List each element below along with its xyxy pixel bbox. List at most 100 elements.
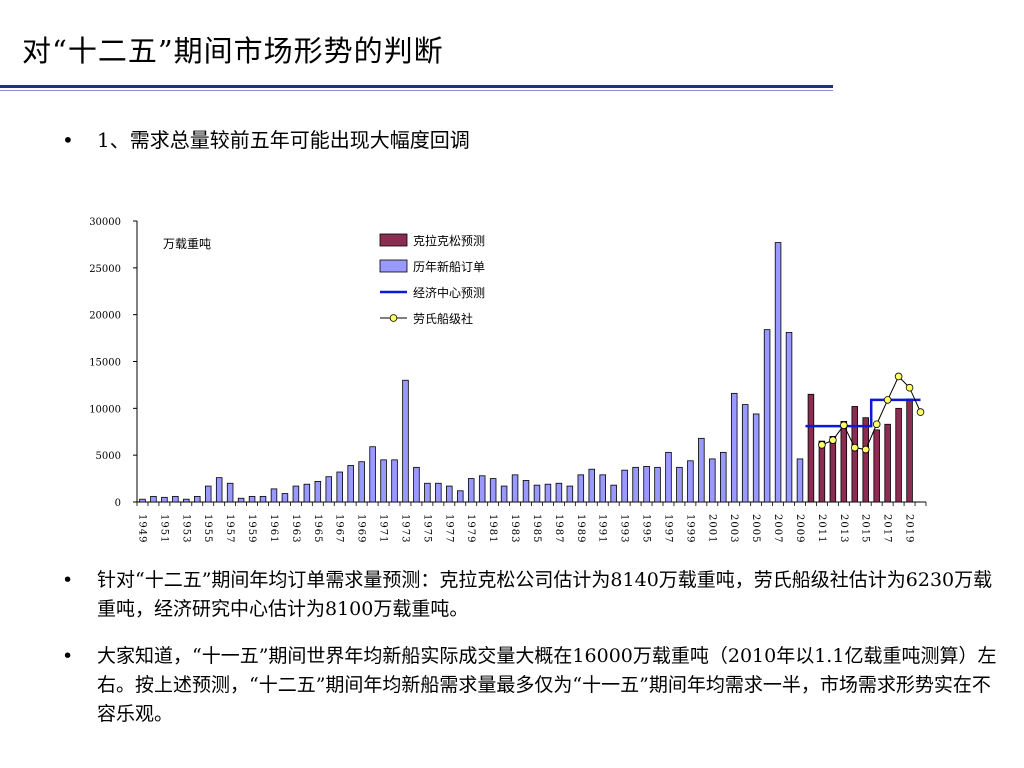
clarksons-bar (807, 393, 815, 503)
x-tick-label: 1989 (575, 514, 586, 543)
historical-bar (139, 498, 146, 503)
historical-bar (391, 459, 398, 503)
historical-bar (654, 466, 661, 503)
historical-bar (369, 446, 376, 503)
historical-bar (325, 476, 333, 503)
title-rule (0, 85, 833, 88)
historical-bar (380, 459, 387, 503)
erc-line (805, 398, 921, 428)
y-tick-label: 5000 (96, 451, 121, 462)
x-tick-label: 2011 (816, 514, 827, 543)
historical-bar (544, 483, 552, 503)
historical-bar (215, 477, 223, 503)
x-tick-label: 1995 (641, 514, 652, 543)
historical-bar (588, 468, 596, 503)
x-tick-label: 1967 (334, 514, 345, 543)
historical-bar (270, 488, 278, 503)
historical-bar (500, 485, 508, 503)
historical-bar (347, 465, 354, 503)
historical-bar (292, 485, 300, 503)
lloyds-point (872, 420, 881, 429)
x-tick-label: 1983 (509, 514, 520, 543)
unit-label: 万载重吨 (163, 237, 211, 251)
historical-bar (467, 478, 475, 503)
historical-bar (150, 495, 157, 503)
historical-bar (413, 466, 420, 503)
historical-bar (358, 461, 365, 503)
bullet-icon: • (62, 645, 74, 667)
x-tick-label: 1987 (553, 514, 564, 543)
clarksons-bar (862, 417, 869, 503)
clarksons-bar (840, 421, 848, 503)
legend-label-erc: 经济中心预测 (413, 285, 485, 300)
historical-bar (610, 484, 617, 503)
lloyds-point (905, 383, 914, 392)
historical-bar (621, 469, 628, 503)
clarksons-bar (884, 423, 891, 503)
historical-bar (665, 451, 672, 503)
historical-bar (489, 478, 497, 503)
x-tick-label: 1981 (487, 514, 498, 543)
lloyds-point (883, 396, 892, 404)
historical-bar (435, 482, 442, 503)
x-tick-label: 2013 (838, 514, 849, 543)
historical-bar (687, 460, 694, 503)
historical-bar (424, 482, 431, 503)
x-tick-label: 1963 (290, 514, 301, 543)
lloyds-point (861, 445, 870, 454)
historical-bar (259, 495, 267, 503)
x-tick-label: 1965 (312, 514, 323, 543)
historical-bar (533, 484, 541, 503)
x-tick-label: 1949 (136, 514, 147, 543)
y-tick-label: 25000 (89, 264, 121, 275)
historical-bar (774, 242, 782, 503)
historical-bar (566, 485, 574, 503)
bullet-item-3: • 大家知道，“十一五”期间世界年均新船实际成交量大概在16000万载重吨（20… (62, 642, 997, 729)
x-tick-label: 2017 (882, 514, 893, 543)
historical-bar (511, 474, 519, 503)
x-tick-label: 1985 (531, 514, 542, 543)
lloyds-point (829, 436, 837, 444)
x-tick-label: 1961 (268, 514, 279, 543)
historical-bar (183, 498, 190, 503)
slide-title: 对“十二五”期间市场形势的判断 (22, 34, 444, 68)
historical-bar (698, 437, 705, 503)
historical-bar (446, 485, 453, 503)
historical-bar (676, 466, 683, 503)
clarksons-bar (851, 406, 859, 503)
y-tick-label: 15000 (89, 358, 121, 369)
bullet-text-3: 大家知道，“十一五”期间世界年均新船实际成交量大概在16000万载重吨（2010… (97, 645, 997, 725)
x-tick-label: 2019 (904, 514, 915, 543)
lloyds-point (916, 408, 925, 416)
historical-bar (478, 475, 486, 503)
historical-bar (204, 485, 212, 503)
x-tick-label: 2007 (772, 514, 783, 543)
x-tick-label: 2003 (728, 514, 739, 543)
x-tick-label: 2009 (794, 514, 805, 543)
x-tick-label: 1975 (421, 514, 432, 543)
historical-bar (237, 497, 245, 503)
historical-bar (796, 458, 804, 503)
bullet-item-1: • 1、需求总量较前五年可能出现大幅度回调 (62, 126, 470, 155)
historical-bar (785, 332, 793, 503)
clarksons-bar (818, 440, 826, 503)
legend-label-clarksons: 克拉克松预测 (413, 233, 485, 248)
x-tick-label: 1957 (224, 514, 235, 543)
x-tick-label: 1979 (465, 514, 476, 543)
bullet-icon: • (62, 128, 74, 152)
y-tick-label: 20000 (89, 311, 121, 322)
x-tick-label: 1997 (662, 514, 673, 543)
title-rule-thin (0, 90, 833, 91)
x-tick-label: 1951 (158, 514, 169, 543)
x-tick-label: 1959 (246, 514, 257, 543)
historical-bar (555, 482, 563, 503)
bullet-item-2: • 针对“十二五”期间年均订单需求量预测：克拉克松公司估计为8140万载重吨，劳… (62, 566, 997, 624)
x-tick-label: 1973 (399, 514, 410, 543)
historical-bar (763, 329, 771, 503)
historical-bar (599, 474, 606, 503)
historical-bar (172, 495, 179, 503)
historical-bar (194, 495, 201, 503)
historical-bar (720, 451, 727, 503)
legend-label-historical: 历年新船订单 (413, 259, 485, 274)
bullet-text-2: 针对“十二五”期间年均订单需求量预测：克拉克松公司估计为8140万载重吨，劳氏船… (97, 569, 993, 620)
